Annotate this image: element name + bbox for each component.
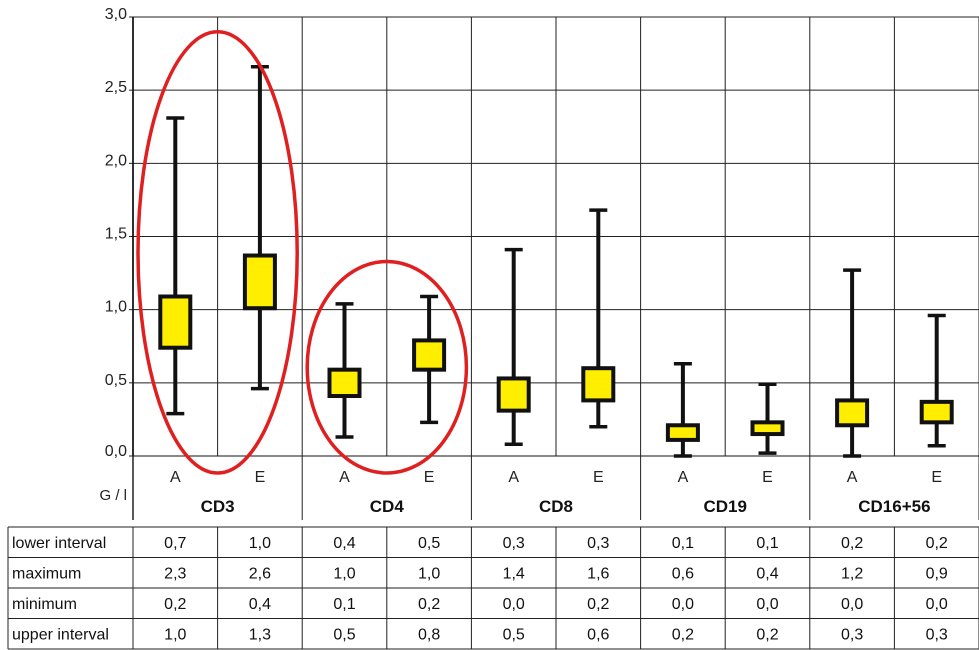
table-cell: 0,3	[587, 535, 609, 552]
table-cell: 2,3	[164, 566, 186, 583]
column-label: A	[339, 469, 350, 486]
highlight-ellipse	[136, 30, 299, 475]
group-label-CD8: CD8	[539, 497, 573, 516]
group-label-CD3: CD3	[201, 497, 235, 516]
box-CD19-E	[750, 420, 785, 437]
table-cell: 0,4	[756, 566, 778, 583]
column-label: E	[424, 469, 435, 486]
box-CD8-E	[581, 366, 616, 403]
table-cell: 0,8	[418, 627, 440, 644]
y-tick-label: 1,5	[105, 226, 127, 243]
table-cell: 0,2	[672, 627, 694, 644]
table-cell: 0,0	[756, 596, 778, 613]
column-label: A	[508, 469, 519, 486]
group-label-CD19: CD19	[703, 497, 746, 516]
table-cell: 1,2	[841, 566, 863, 583]
y-tick-label: 2,5	[105, 79, 127, 96]
table-cell: 0,0	[672, 596, 694, 613]
y-tick-label: 2,0	[105, 152, 127, 169]
column-label: A	[678, 469, 689, 486]
table-cell: 0,9	[926, 566, 948, 583]
box-CD16+56-A	[835, 398, 870, 428]
table-row-label: minimum	[12, 596, 77, 613]
table-cell: 0,3	[841, 627, 863, 644]
box-CD16+56-E	[919, 399, 954, 425]
table-row-label: maximum	[12, 566, 81, 583]
table-cell: 2,6	[249, 566, 271, 583]
unit-label: G / l	[99, 487, 127, 504]
table-cell: 0,1	[333, 596, 355, 613]
table-cell: 0,2	[841, 535, 863, 552]
box-CD3-A	[158, 294, 193, 350]
table-row-label: upper interval	[12, 627, 109, 644]
highlight-ellipse	[305, 259, 469, 475]
table-cell: 0,0	[503, 596, 525, 613]
table-cell: 0,1	[672, 535, 694, 552]
column-label: E	[593, 469, 604, 486]
column-label: E	[931, 469, 942, 486]
table-cell: 0,4	[333, 535, 355, 552]
y-tick-label: 0,5	[105, 372, 127, 389]
column-label: E	[762, 469, 773, 486]
table-cell: 1,0	[164, 627, 186, 644]
table-cell: 0,2	[418, 596, 440, 613]
box-CD3-E	[242, 253, 277, 311]
table-cell: 0,7	[164, 535, 186, 552]
table-cell: 0,3	[503, 535, 525, 552]
y-tick-label: 3,0	[105, 6, 127, 23]
box-CD8-A	[496, 376, 531, 413]
table-cell: 0,5	[333, 627, 355, 644]
box-CD4-A	[327, 367, 362, 399]
table-cell: 1,0	[333, 566, 355, 583]
table-cell: 1,0	[249, 535, 271, 552]
table-cell: 1,3	[249, 627, 271, 644]
table-cell: 0,0	[841, 596, 863, 613]
table-cell: 0,6	[672, 566, 694, 583]
box-CD19-A	[665, 423, 700, 442]
table-cell: 0,1	[756, 535, 778, 552]
column-label: A	[847, 469, 858, 486]
column-label: E	[255, 469, 266, 486]
table-cell: 0,5	[418, 535, 440, 552]
column-label: A	[170, 469, 181, 486]
table-cell: 0,0	[926, 596, 948, 613]
table-cell: 0,6	[587, 627, 609, 644]
table-cell: 0,4	[249, 596, 271, 613]
y-tick-label: 0,0	[105, 443, 127, 460]
table-cell: 0,2	[926, 535, 948, 552]
table-cell: 0,3	[926, 627, 948, 644]
table-cell: 0,2	[587, 596, 609, 613]
group-label-CD16+56: CD16+56	[858, 497, 930, 516]
table-row-label: lower interval	[12, 535, 106, 552]
table-cell: 1,0	[418, 566, 440, 583]
table-cell: 1,4	[503, 566, 525, 583]
table-cell: 1,6	[587, 566, 609, 583]
box-CD4-E	[412, 338, 447, 372]
group-label-CD4: CD4	[370, 497, 405, 516]
table-cell: 0,2	[756, 627, 778, 644]
table-cell: 0,5	[503, 627, 525, 644]
table-cell: 0,2	[164, 596, 186, 613]
y-tick-label: 1,0	[105, 299, 127, 316]
